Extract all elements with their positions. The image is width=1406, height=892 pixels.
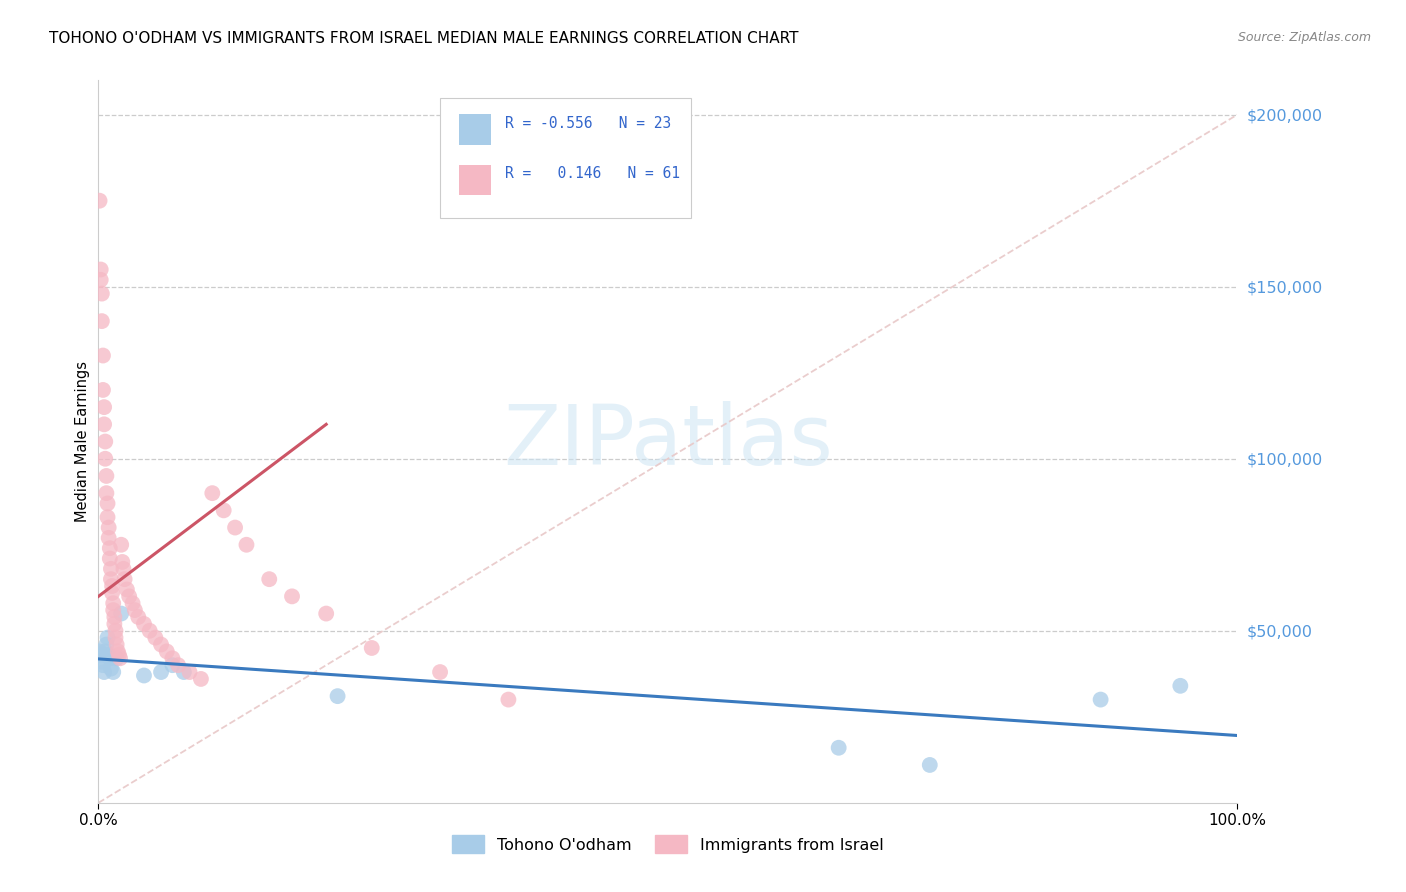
Point [235,538,257,552]
Point [91,658,114,673]
Y-axis label: Median Male Earnings: Median Male Earnings [75,361,90,522]
Point [97,520,120,534]
Point [98,541,121,556]
Point [112,562,135,576]
Point [115,582,138,597]
Point [96,638,118,652]
Point [114,572,136,586]
Point [107,644,129,658]
Point [108,651,131,665]
Point [150,638,173,652]
Point [94,644,117,658]
Point [96,486,118,500]
Point [111,555,134,569]
Point [118,590,141,604]
Point [94,451,117,466]
Point [167,658,190,673]
Point [212,503,235,517]
Point [828,740,851,755]
FancyBboxPatch shape [460,114,491,145]
Point [326,689,349,703]
Point [101,579,124,593]
Point [105,638,128,652]
Legend: Tohono O'odham, Immigrants from Israel: Tohono O'odham, Immigrants from Israel [446,829,890,860]
Point [96,631,118,645]
Point [90,262,112,277]
Point [179,665,201,679]
FancyBboxPatch shape [440,98,690,218]
Point [103,603,125,617]
Point [93,665,115,679]
Point [91,383,114,397]
Text: Source: ZipAtlas.com: Source: ZipAtlas.com [1237,31,1371,45]
Point [103,610,125,624]
Point [90,314,112,328]
Point [190,672,212,686]
Point [100,662,122,676]
Point [96,510,118,524]
Point [93,400,115,414]
Text: ZIPatlas: ZIPatlas [503,401,832,482]
Point [173,665,195,679]
Point [138,624,160,638]
Point [110,538,132,552]
Point [315,607,337,621]
Point [90,648,112,662]
Point [101,586,124,600]
Point [90,655,112,669]
Point [89,194,111,208]
Point [201,486,224,500]
Point [104,624,127,638]
Point [90,286,112,301]
Point [96,469,118,483]
FancyBboxPatch shape [460,165,491,195]
Point [162,651,184,665]
Point [121,596,143,610]
Point [918,758,941,772]
Point [100,562,122,576]
Point [98,651,121,665]
Point [259,572,281,586]
Point [498,692,520,706]
Point [97,531,120,545]
Point [429,665,451,679]
Point [162,658,184,673]
Point [90,273,112,287]
Point [150,665,173,679]
Point [103,596,125,610]
Point [145,631,167,645]
Point [98,551,121,566]
Point [105,651,128,665]
Point [1170,679,1192,693]
Point [91,349,114,363]
Point [110,607,132,621]
Point [97,648,120,662]
Point [93,417,115,432]
Point [103,665,125,679]
Point [103,616,125,631]
Point [132,616,155,631]
Point [96,496,118,510]
Text: TOHONO O'ODHAM VS IMMIGRANTS FROM ISRAEL MEDIAN MALE EARNINGS CORRELATION CHART: TOHONO O'ODHAM VS IMMIGRANTS FROM ISRAEL… [49,31,799,46]
Point [108,648,131,662]
Point [104,631,127,645]
Text: R = -0.556   N = 23: R = -0.556 N = 23 [505,116,671,130]
Point [100,572,122,586]
Text: R =   0.146   N = 61: R = 0.146 N = 61 [505,166,681,181]
Point [224,520,246,534]
Point [156,644,179,658]
Point [281,590,304,604]
Point [1090,692,1112,706]
Point [94,434,117,449]
Point [132,668,155,682]
Point [127,610,149,624]
Point [360,640,382,655]
Point [89,644,111,658]
Point [124,603,146,617]
